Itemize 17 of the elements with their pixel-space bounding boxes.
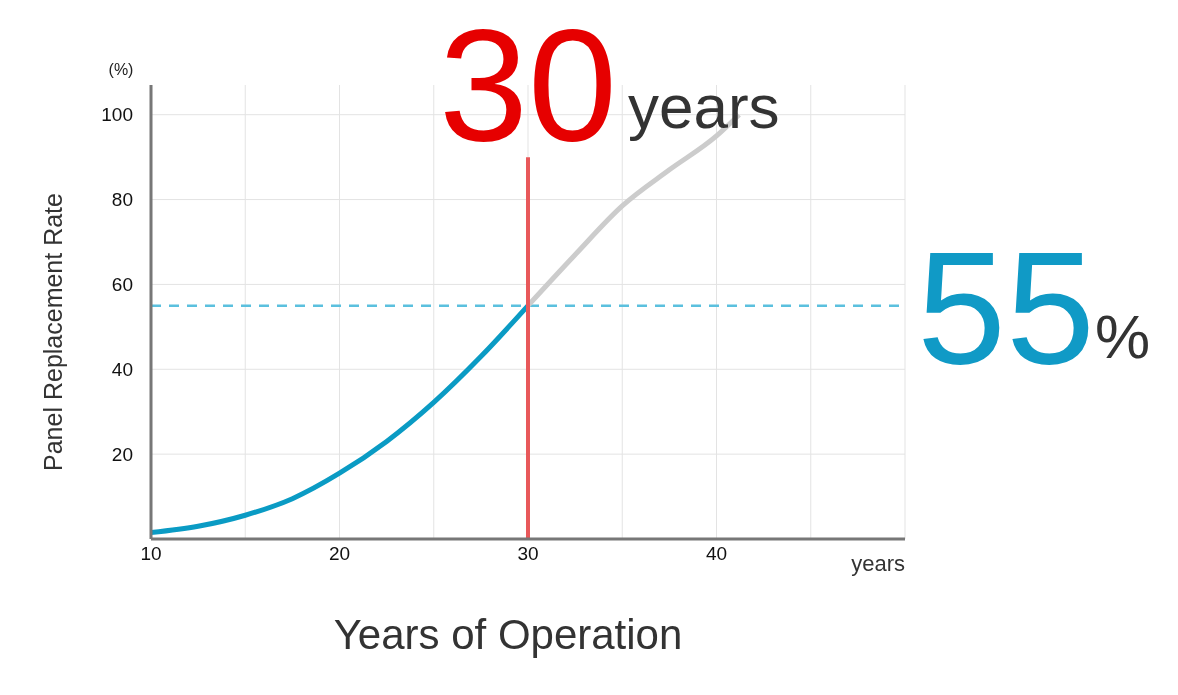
y-tick-label: 80 [111,189,133,211]
x-tick-label: 10 [140,543,162,565]
x-tick-label: 30 [517,543,539,565]
text: % [1095,301,1151,371]
x-axis-title: Years of Operation [333,611,683,658]
x-tick-label: 40 [705,543,728,565]
y-axis-title: Panel Replacement Rate [39,193,67,471]
y-tick-label: 40 [111,359,133,381]
annotation: years [628,72,780,141]
y-tick-label: 100 [101,104,133,126]
text: years [851,551,905,576]
annotation: 30 [439,0,617,174]
text: 55 [917,217,1095,397]
y-tick-label: 20 [111,443,133,465]
x-tick-label: 20 [328,543,351,565]
y-tick-label: 60 [111,274,133,296]
text: (%) [108,61,134,78]
